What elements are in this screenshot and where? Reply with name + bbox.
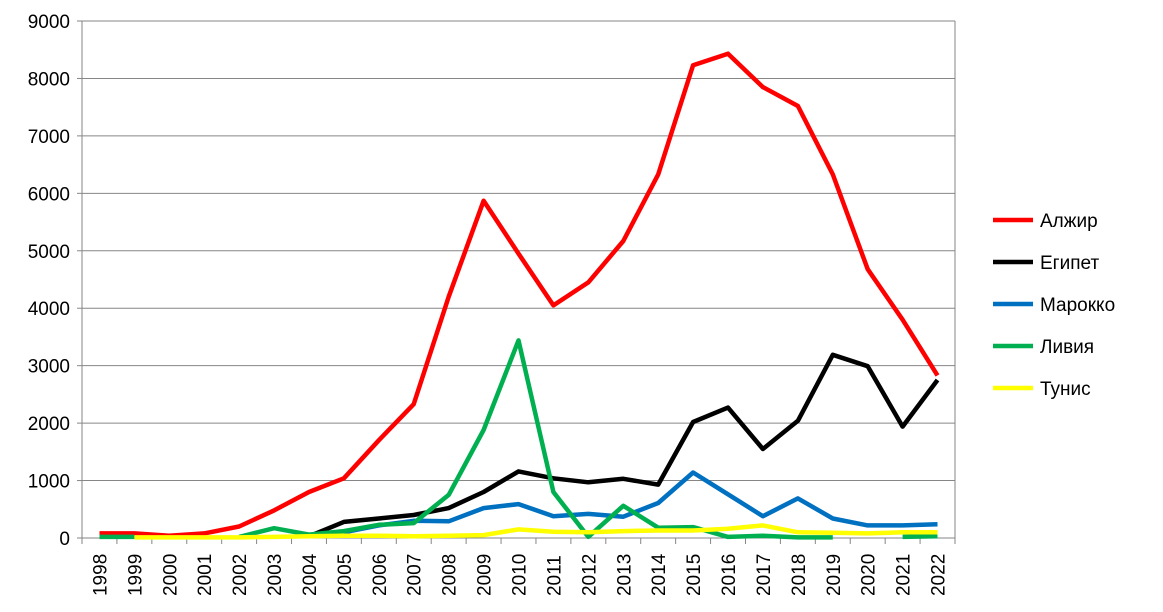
series-line-4: [134, 523, 938, 540]
x-tick-label: 2014: [649, 553, 670, 596]
x-tick-label: 2019: [824, 554, 845, 596]
series-lines: [99, 51, 940, 540]
x-tick-label: 2015: [684, 554, 705, 596]
x-tick-label: 2003: [265, 554, 286, 596]
x-tick-label: 2007: [405, 554, 426, 596]
y-tick-label: 3000: [28, 357, 70, 378]
y-tick-label: 7000: [28, 127, 70, 148]
legend: Алжир Египет Марокко Ливия Тунис: [993, 211, 1115, 400]
x-tick-label: 2022: [929, 554, 950, 596]
legend-label: Египет: [1040, 253, 1099, 274]
x-tick-label: 1998: [90, 554, 111, 596]
x-tick-label: 2018: [789, 554, 810, 596]
y-tick-label: 6000: [28, 184, 70, 205]
legend-label: Марокко: [1040, 295, 1115, 316]
x-tick-label: 2006: [370, 554, 391, 596]
y-tick-label: 1000: [28, 472, 70, 493]
x-tick-label: 1999: [125, 554, 146, 596]
x-tick-label: 2012: [579, 554, 600, 596]
x-tick-label: 2017: [754, 554, 775, 596]
x-tick-label: 2009: [475, 554, 496, 596]
series-line-3: [238, 338, 833, 540]
series-line-2: [343, 470, 938, 535]
x-tick-label: 2008: [440, 554, 461, 596]
series-line-3: [902, 534, 938, 540]
series-line-1: [308, 352, 940, 539]
legend-label: Тунис: [1040, 379, 1091, 400]
y-axis: 0 1000 2000 3000 4000 5000 6000 7000 8000 9000: [28, 12, 956, 550]
legend-label: Алжир: [1040, 211, 1098, 232]
y-tick-label: 4000: [28, 299, 70, 320]
x-tick-label: 2021: [894, 554, 915, 596]
x-tick-label: 2002: [230, 554, 251, 596]
series-line-0: [99, 51, 940, 538]
x-tick-label: 2000: [160, 554, 181, 596]
x-axis: 1998 1999 2000 2001 2002 2003 2004 2005 2006 2007…: [81, 537, 956, 596]
y-tick-label: 2000: [28, 414, 70, 435]
y-tick-label: 5000: [28, 242, 70, 263]
x-tick-label: 2005: [335, 554, 356, 596]
x-tick-label: 2004: [300, 553, 321, 596]
x-tick-label: 2016: [719, 554, 740, 596]
y-tick-label: 9000: [28, 12, 70, 33]
y-tick-label: 8000: [28, 69, 70, 90]
x-tick-label: 2011: [544, 555, 565, 596]
x-tick-label: 2020: [859, 554, 880, 596]
x-tick-label: 2013: [614, 554, 635, 596]
x-tick-label: 2001: [195, 554, 216, 596]
y-tick-label: 0: [59, 529, 70, 550]
x-tick-label: 2010: [510, 554, 531, 596]
legend-label: Ливия: [1040, 337, 1094, 358]
